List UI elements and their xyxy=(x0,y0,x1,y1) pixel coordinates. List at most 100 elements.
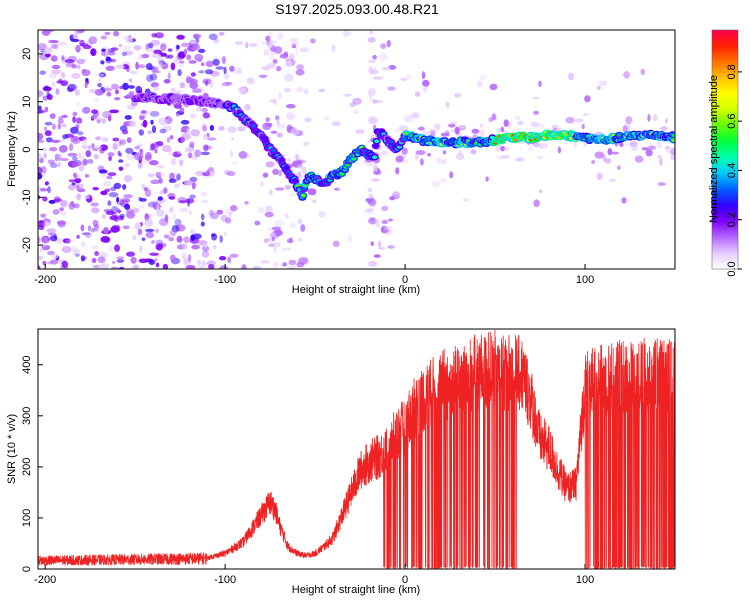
spectrogram-noise-mark xyxy=(150,179,161,185)
spectrogram-noise-mark xyxy=(528,146,534,152)
spectrogram-noise-mark xyxy=(69,143,74,152)
spectrogram-noise-mark xyxy=(149,110,160,117)
spectrogram-noise-mark xyxy=(167,48,173,52)
spectrogram-noise-mark xyxy=(187,198,191,207)
spectrogram-noise-mark xyxy=(75,117,83,124)
spectrogram-noise-mark xyxy=(400,77,408,82)
spectrogram-noise-mark xyxy=(271,226,282,231)
spectrogram-noise-mark xyxy=(140,110,149,115)
spectrogram-noise-mark xyxy=(137,162,143,169)
spectrogram-noise-mark xyxy=(65,239,71,244)
spectrogram-noise-mark xyxy=(49,113,56,119)
spectrogram-noise-mark xyxy=(533,110,539,115)
spectrogram-ridge-mark xyxy=(300,193,306,198)
spectrogram-noise-mark xyxy=(596,85,601,91)
spectrogram-noise-mark xyxy=(170,62,176,71)
spectrogram-noise-mark xyxy=(58,145,68,153)
colorbar-gradient xyxy=(712,30,738,269)
spectrogram-noise-mark xyxy=(185,265,196,269)
spectrogram-noise-mark xyxy=(72,111,78,117)
spectrogram-noise-mark xyxy=(254,220,261,226)
spectrogram-noise-mark xyxy=(88,36,98,45)
snr-x-tick-label: 100 xyxy=(576,574,594,586)
spectrogram-noise-mark xyxy=(283,87,291,93)
spectrogram-noise-mark xyxy=(114,244,120,253)
spectrogram-noise-mark xyxy=(190,129,200,137)
spectrogram-noise-mark xyxy=(375,219,380,227)
spectrogram-noise-mark xyxy=(164,234,170,239)
spectrogram-noise-mark xyxy=(368,116,378,125)
spectrogram-noise-mark xyxy=(420,158,424,166)
spectrogram-noise-mark xyxy=(38,265,41,269)
spectrogram-x-axis-label: Height of straight line (km) xyxy=(292,284,420,296)
spectrogram-noise-mark xyxy=(536,155,544,160)
spectrogram-ridge-mark xyxy=(339,172,345,176)
spectrogram-noise-mark xyxy=(258,74,268,79)
spectrogram-noise-mark xyxy=(155,262,160,268)
spectrogram-noise-mark xyxy=(125,208,135,214)
colorbar-frame xyxy=(711,29,739,270)
spectrogram-noise-mark xyxy=(294,153,301,160)
spectrogram-y-tick-label: 10 xyxy=(21,96,33,108)
spectrogram-noise-mark xyxy=(50,44,58,49)
spectrogram-noise-mark xyxy=(273,46,283,54)
snr-frame xyxy=(37,328,676,570)
spectrogram-noise-mark xyxy=(98,251,108,259)
spectrogram-noise-mark xyxy=(179,60,185,64)
spectrogram-noise-mark xyxy=(154,258,158,262)
spectrogram-noise-mark xyxy=(471,128,480,134)
spectrogram-noise-mark xyxy=(176,245,183,250)
spectrogram-noise-mark xyxy=(284,73,294,82)
spectrogram-noise-mark xyxy=(265,117,271,122)
spectrogram-noise-mark xyxy=(162,145,172,153)
spectrogram-noise-mark xyxy=(188,60,197,64)
spectrogram-noise-mark xyxy=(82,44,92,50)
spectrogram-noise-mark xyxy=(208,209,214,216)
snr-marks xyxy=(38,330,675,569)
spectrogram-noise-mark xyxy=(71,137,81,145)
spectrogram-noise-mark xyxy=(94,73,105,77)
spectrogram-noise-mark xyxy=(44,121,53,126)
spectrogram-noise-mark xyxy=(246,77,255,85)
spectrogram-noise-mark xyxy=(388,218,393,222)
spectrogram-noise-mark xyxy=(118,43,123,48)
spectrogram-noise-mark xyxy=(268,31,274,39)
spectrogram-noise-mark xyxy=(38,105,42,110)
spectrogram-noise-mark xyxy=(71,182,76,186)
spectrogram-noise-mark xyxy=(61,260,69,268)
spectrogram-noise-mark xyxy=(342,30,351,37)
spectrogram-noise-mark xyxy=(181,254,187,260)
spectrogram-noise-mark xyxy=(269,98,276,103)
spectrogram-ridge-mark xyxy=(271,148,277,153)
spectrogram-noise-mark xyxy=(40,213,47,218)
spectrogram-noise-mark xyxy=(67,83,77,92)
spectrogram-noise-mark xyxy=(367,88,377,97)
spectrogram-noise-mark xyxy=(462,198,469,202)
spectrogram-noise-mark xyxy=(607,148,613,156)
spectrogram-noise-mark xyxy=(223,231,228,236)
spectrogram-noise-mark xyxy=(300,224,306,232)
spectrogram-noise-mark xyxy=(274,220,285,227)
spectrogram-noise-mark xyxy=(72,156,78,161)
spectrogram-noise-mark xyxy=(355,128,365,135)
spectrogram-noise-mark xyxy=(55,88,60,95)
spectrogram-noise-mark xyxy=(229,205,238,212)
spectrogram-noise-mark xyxy=(378,246,386,250)
spectrogram-noise-mark xyxy=(157,171,166,177)
spectrogram-noise-mark xyxy=(187,182,192,186)
spectrogram-noise-mark xyxy=(584,95,591,103)
spectrogram-noise-mark xyxy=(87,225,92,232)
spectrogram-noise-mark xyxy=(46,261,53,265)
spectrogram-noise-mark xyxy=(532,96,540,100)
spectrogram-noise-mark xyxy=(168,237,175,242)
spectrogram-noise-mark xyxy=(212,244,217,250)
spectrogram-noise-mark xyxy=(611,151,619,155)
colorbar-ticks: 0.0 0.2 0.4 0.6 0.8 xyxy=(726,64,742,277)
spectrogram-noise-mark xyxy=(74,253,81,257)
spectrogram-noise-mark xyxy=(151,53,162,58)
spectrogram-noise-mark xyxy=(51,81,55,87)
spectrogram-noise-mark xyxy=(299,47,309,53)
colorbar-tick-label: 0.6 xyxy=(726,114,738,129)
spectrogram-noise-mark xyxy=(82,158,88,166)
spectrogram-noise-mark xyxy=(370,241,374,247)
